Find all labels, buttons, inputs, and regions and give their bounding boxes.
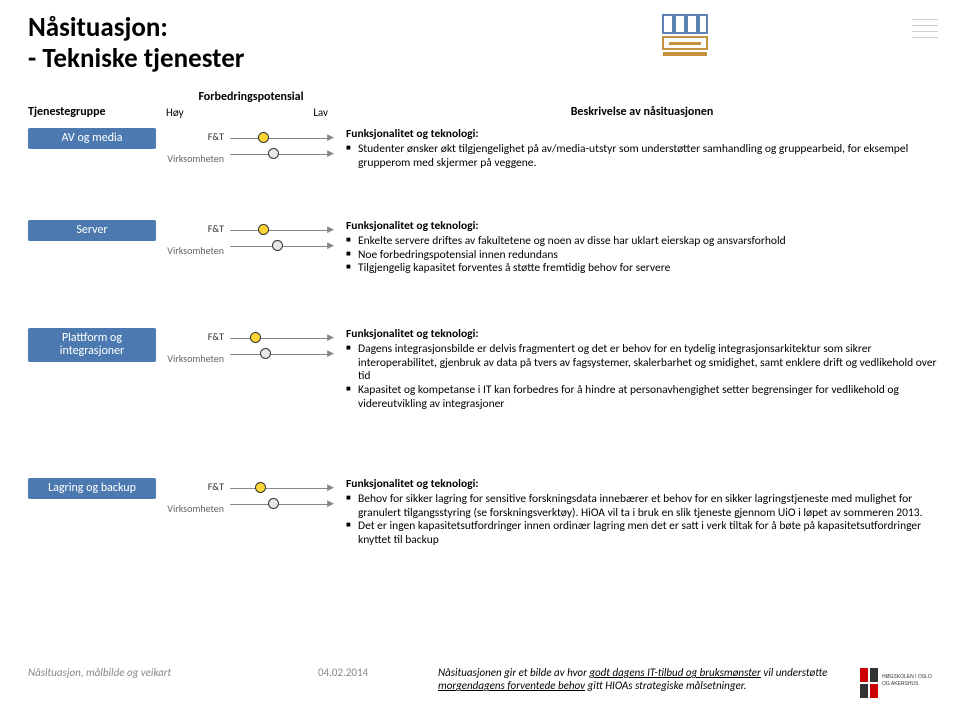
description: Funksjonalitet og teknologi:Enkelte serv…: [346, 220, 938, 276]
label-virk: Virksomheten: [156, 352, 224, 365]
svg-text:OG AKERSHUS: OG AKERSHUS: [882, 681, 919, 687]
group-wrap: Server: [28, 220, 156, 241]
service-row: Lagring og backupF&T Virksomheten ▶▶ Funksj…: [28, 478, 938, 548]
title-line-1: Nåsituasjon:: [28, 11, 168, 44]
bullet-list: Dagens integrasjonsbilde er delvis fragm…: [346, 343, 938, 412]
potential-col: F&T Virksomheten ▶▶: [156, 328, 346, 365]
potential-scale: ▶▶: [230, 480, 330, 514]
bullet-item: Noe forbedringspotensial innen redundans: [346, 249, 938, 263]
logo: HØGSKOLEN I OSLO OG AKERSHUS: [858, 666, 938, 709]
ball-ft: [258, 132, 269, 143]
title-line-2: - Tekniske tjenester: [28, 42, 244, 75]
potential-labels: F&T Virksomheten: [156, 222, 224, 257]
group-wrap: AV og media: [28, 128, 156, 149]
column-headers: Tjenestegruppe Forbedringspotensial Høy …: [28, 90, 938, 119]
header-high: Høy: [166, 106, 184, 119]
group-box: AV og media: [28, 128, 156, 149]
label-virk: Virksomheten: [156, 244, 224, 257]
description: Funksjonalitet og teknologi:Behov for si…: [346, 478, 938, 548]
service-row: ServerF&T Virksomheten ▶▶ Funksjonalitet og…: [28, 220, 938, 276]
potential-scale: ▶▶: [230, 222, 330, 256]
bullet-item: Behov for sikker lagring for sensitive f…: [346, 493, 938, 521]
potential-scale: ▶▶: [230, 330, 330, 364]
description: Funksjonalitet og teknologi:Dagens integ…: [346, 328, 938, 412]
footer: Nåsituasjon, målbilde og veikart 04.02.2…: [28, 666, 938, 709]
footer-note: Nåsituasjonen gir et bilde av hvor godt …: [438, 666, 858, 692]
ball-ft: [258, 224, 269, 235]
header-potential: Forbedringspotensial Høy Lav: [156, 90, 346, 119]
label-ft: F&T: [156, 222, 224, 235]
group-wrap: Lagring og backup: [28, 478, 156, 499]
potential-col: F&T Virksomheten ▶▶: [156, 128, 346, 165]
label-virk: Virksomheten: [156, 152, 224, 165]
bullet-item: Kapasitet og kompetanse i IT kan forbedr…: [346, 384, 938, 412]
ball-ft: [255, 482, 266, 493]
potential-col: F&T Virksomheten ▶▶: [156, 478, 346, 515]
potential-labels: F&T Virksomheten: [156, 330, 224, 365]
label-ft: F&T: [156, 330, 224, 343]
header-group: Tjenestegruppe: [28, 105, 156, 119]
bullet-item: Studenter ønsker økt tilgjengelighet på …: [346, 143, 938, 171]
description-header: Funksjonalitet og teknologi:: [346, 128, 938, 142]
description-header: Funksjonalitet og teknologi:: [346, 220, 938, 234]
bullet-item: Det er ingen kapasitetsutfordringer inne…: [346, 520, 938, 548]
label-ft: F&T: [156, 130, 224, 143]
group-box: Server: [28, 220, 156, 241]
bullet-list: Studenter ønsker økt tilgjengelighet på …: [346, 143, 938, 171]
bullet-item: Tilgjengelig kapasitet forventes å støtt…: [346, 262, 938, 276]
decorative-icon: [660, 12, 710, 65]
label-virk: Virksomheten: [156, 502, 224, 515]
potential-scale: ▶▶: [230, 130, 330, 164]
group-box: Plattform og integrasjoner: [28, 328, 156, 362]
description-header: Funksjonalitet og teknologi:: [346, 328, 938, 342]
page-title: Nåsituasjon: - Tekniske tjenester: [28, 12, 244, 74]
ball-virk: [260, 348, 271, 359]
bullet-list: Enkelte servere driftes av fakultetene o…: [346, 235, 938, 276]
potential-labels: F&T Virksomheten: [156, 480, 224, 515]
bullet-list: Behov for sikker lagring for sensitive f…: [346, 493, 938, 548]
label-ft: F&T: [156, 480, 224, 493]
group-wrap: Plattform og integrasjoner: [28, 328, 156, 362]
bullet-item: Dagens integrasjonsbilde er delvis fragm…: [346, 343, 938, 384]
potential-col: F&T Virksomheten ▶▶: [156, 220, 346, 257]
description: Funksjonalitet og teknologi:Studenter øn…: [346, 128, 938, 170]
ball-virk: [268, 148, 279, 159]
footer-date: 04.02.2014: [318, 666, 438, 679]
ball-virk: [272, 240, 283, 251]
header-low: Lav: [313, 106, 328, 119]
svg-text:HØGSKOLEN I OSLO: HØGSKOLEN I OSLO: [882, 674, 932, 680]
menu-icon: [912, 14, 938, 43]
description-header: Funksjonalitet og teknologi:: [346, 478, 938, 492]
ball-ft: [250, 332, 261, 343]
potential-labels: F&T Virksomheten: [156, 130, 224, 165]
service-row: AV og mediaF&T Virksomheten ▶▶ Funksjonalit…: [28, 128, 938, 170]
ball-virk: [268, 498, 279, 509]
header-description: Beskrivelse av nåsituasjonen: [346, 105, 938, 119]
footer-left: Nåsituasjon, målbilde og veikart: [28, 666, 318, 679]
service-row: Plattform og integrasjonerF&T Virksomhete…: [28, 328, 938, 412]
group-box: Lagring og backup: [28, 478, 156, 499]
bullet-item: Enkelte servere driftes av fakultetene o…: [346, 235, 938, 249]
